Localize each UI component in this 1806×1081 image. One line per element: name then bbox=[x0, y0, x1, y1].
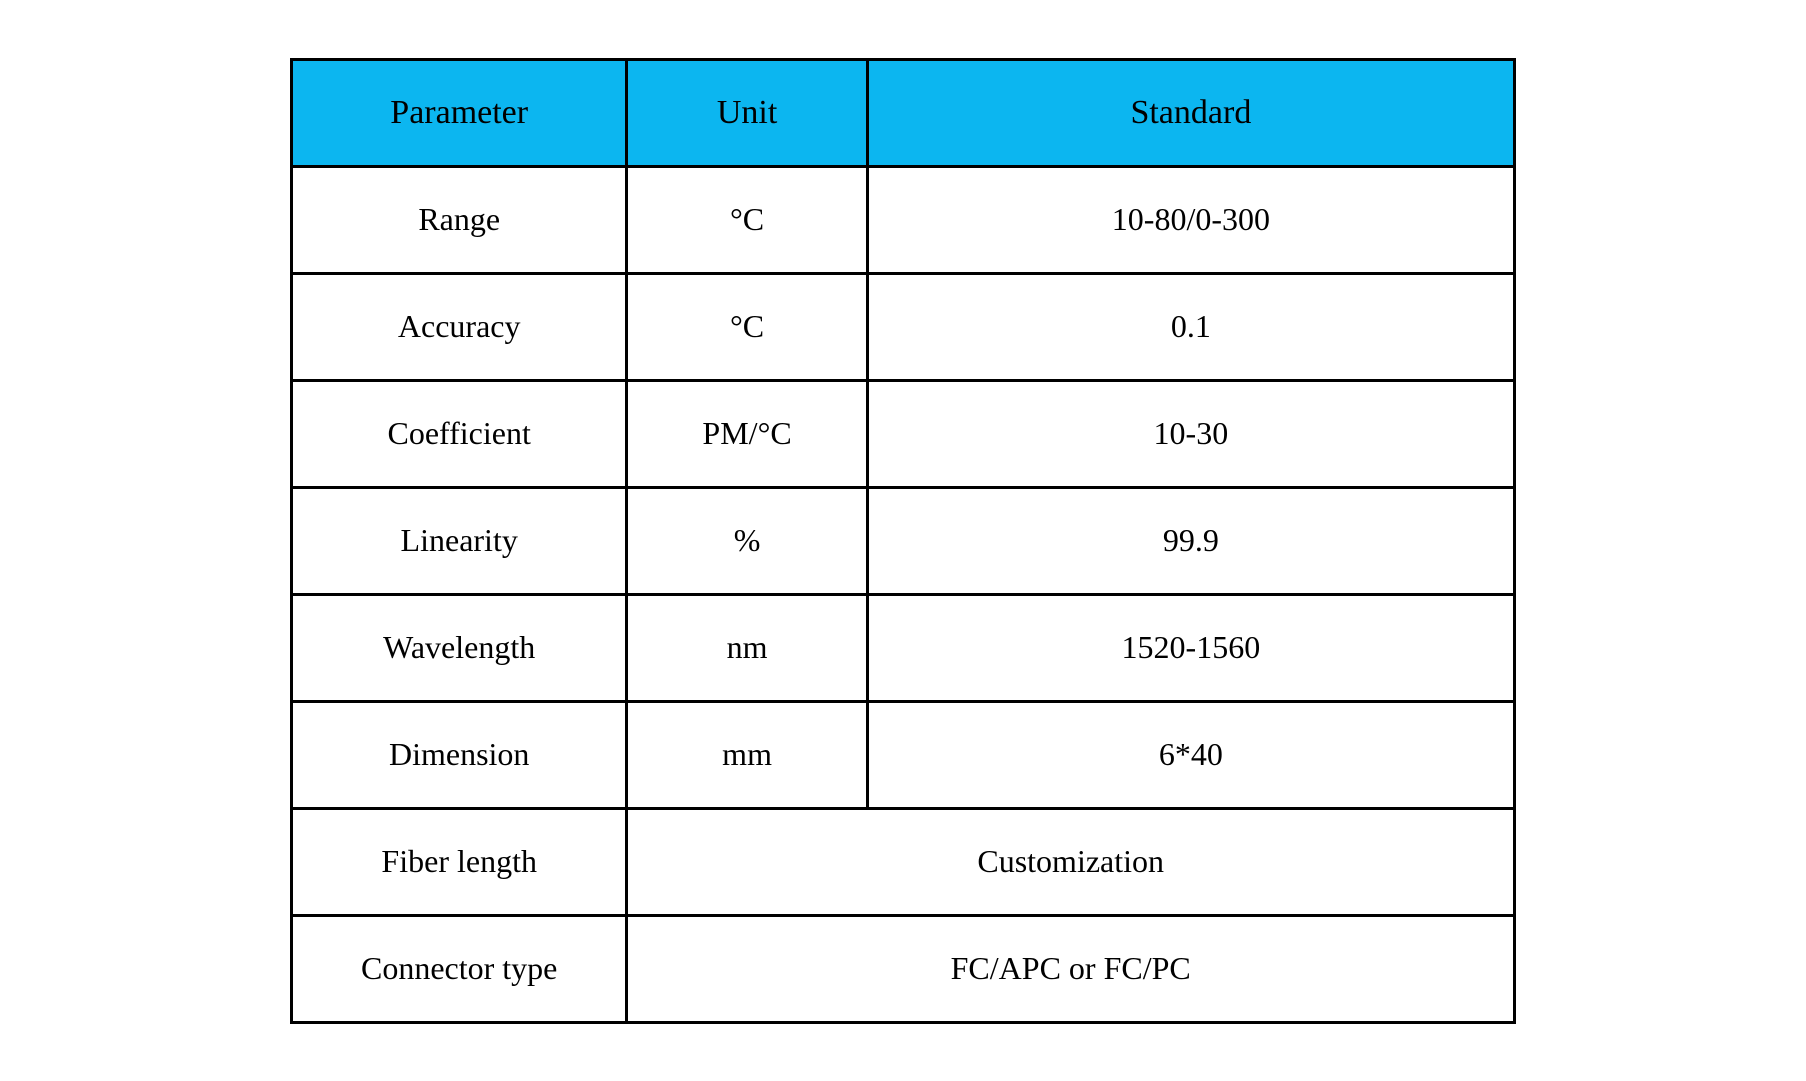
cell-standard: 0.1 bbox=[867, 273, 1514, 380]
cell-parameter: Dimension bbox=[292, 701, 627, 808]
cell-unit: °C bbox=[627, 273, 867, 380]
cell-parameter: Range bbox=[292, 166, 627, 273]
header-parameter: Parameter bbox=[292, 59, 627, 166]
specifications-table-container: Parameter Unit Standard Range °C 10-80/0… bbox=[290, 58, 1516, 1024]
table-header: Parameter Unit Standard bbox=[292, 59, 1515, 166]
header-row: Parameter Unit Standard bbox=[292, 59, 1515, 166]
cell-parameter: Fiber length bbox=[292, 808, 627, 915]
cell-standard-merged: FC/APC or FC/PC bbox=[627, 915, 1515, 1022]
table-row: Wavelength nm 1520-1560 bbox=[292, 594, 1515, 701]
table-row: Dimension mm 6*40 bbox=[292, 701, 1515, 808]
cell-standard: 10-30 bbox=[867, 380, 1514, 487]
cell-parameter: Accuracy bbox=[292, 273, 627, 380]
table-row: Coefficient PM/°C 10-30 bbox=[292, 380, 1515, 487]
cell-standard-merged: Customization bbox=[627, 808, 1515, 915]
table-row: Range °C 10-80/0-300 bbox=[292, 166, 1515, 273]
table-row: Connector type FC/APC or FC/PC bbox=[292, 915, 1515, 1022]
specifications-table: Parameter Unit Standard Range °C 10-80/0… bbox=[290, 58, 1516, 1024]
cell-standard: 1520-1560 bbox=[867, 594, 1514, 701]
cell-parameter: Connector type bbox=[292, 915, 627, 1022]
table-row: Linearity % 99.9 bbox=[292, 487, 1515, 594]
cell-standard: 10-80/0-300 bbox=[867, 166, 1514, 273]
cell-unit: % bbox=[627, 487, 867, 594]
header-unit: Unit bbox=[627, 59, 867, 166]
cell-unit: PM/°C bbox=[627, 380, 867, 487]
cell-parameter: Linearity bbox=[292, 487, 627, 594]
table-row: Accuracy °C 0.1 bbox=[292, 273, 1515, 380]
cell-parameter: Wavelength bbox=[292, 594, 627, 701]
table-body: Range °C 10-80/0-300 Accuracy °C 0.1 Coe… bbox=[292, 166, 1515, 1022]
cell-parameter: Coefficient bbox=[292, 380, 627, 487]
cell-standard: 6*40 bbox=[867, 701, 1514, 808]
cell-unit: nm bbox=[627, 594, 867, 701]
cell-unit: mm bbox=[627, 701, 867, 808]
cell-unit: °C bbox=[627, 166, 867, 273]
table-row: Fiber length Customization bbox=[292, 808, 1515, 915]
header-standard: Standard bbox=[867, 59, 1514, 166]
cell-standard: 99.9 bbox=[867, 487, 1514, 594]
